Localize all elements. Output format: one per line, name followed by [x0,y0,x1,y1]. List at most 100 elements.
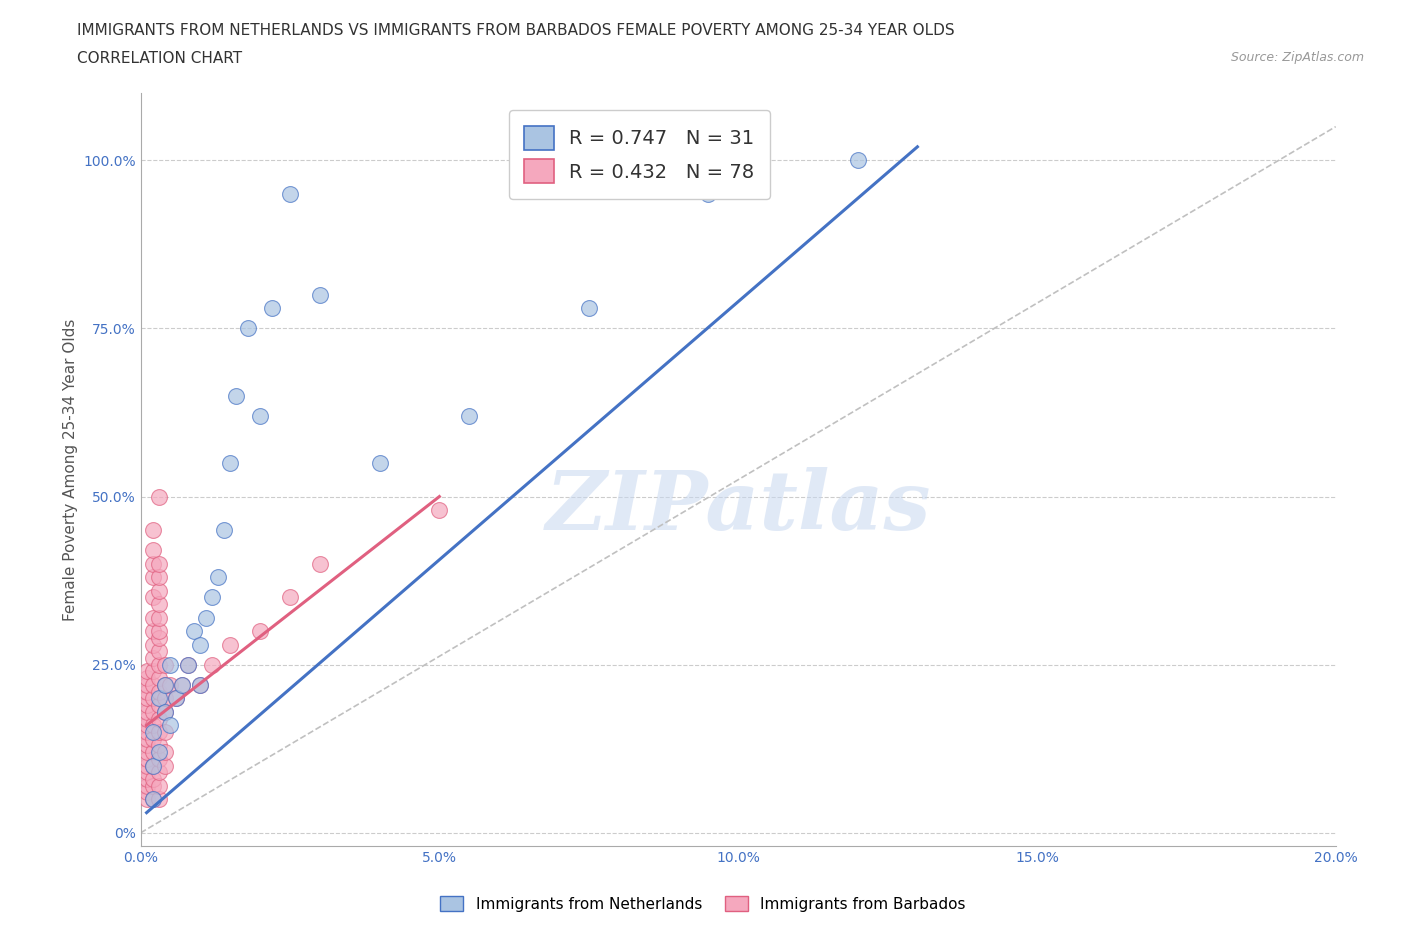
Point [135,738,157,753]
Point [153,758,176,773]
Text: Source: ZipAtlas.com: Source: ZipAtlas.com [1230,51,1364,64]
Point [153,658,176,672]
Point [135,791,157,806]
Point [172,677,194,692]
Point [135,731,157,746]
Point [141,543,163,558]
Point [159,677,181,692]
Point [262,300,284,315]
Point [166,691,188,706]
Point [148,658,170,672]
Point [141,745,163,760]
Point [201,590,224,604]
Text: IMMIGRANTS FROM NETHERLANDS VS IMMIGRANTS FROM BARBADOS FEMALE POVERTY AMONG 25-: IMMIGRANTS FROM NETHERLANDS VS IMMIGRANT… [77,23,955,38]
Point [249,624,271,639]
Point [148,631,170,645]
Point [141,718,163,733]
Point [846,153,869,167]
Point [141,704,163,719]
Point [309,287,332,302]
Point [141,664,163,679]
Point [207,570,229,585]
Point [249,408,271,423]
Point [135,718,157,733]
Point [135,778,157,793]
Point [141,778,163,793]
Point [148,751,170,766]
Point [135,758,157,773]
Point [148,791,170,806]
Point [141,556,163,571]
Point [141,724,163,739]
Point [195,610,218,625]
Point [427,502,450,517]
Point [148,556,170,571]
Point [153,691,176,706]
Point [219,456,242,471]
Point [141,731,163,746]
Point [135,745,157,760]
Point [188,677,212,692]
Point [135,764,157,779]
Point [153,704,176,719]
Point [166,691,188,706]
Point [141,570,163,585]
Point [278,590,301,604]
Point [148,624,170,639]
Point [148,597,170,612]
Point [458,408,481,423]
Point [141,791,163,806]
Point [148,738,170,753]
Point [135,684,157,699]
Point [141,590,163,604]
Point [153,745,176,760]
Point [148,684,170,699]
Point [135,772,157,787]
Point [141,772,163,787]
Point [135,751,157,766]
Point [141,651,163,666]
Point [141,758,163,773]
Point [148,745,170,760]
Point [135,671,157,685]
Point [148,691,170,706]
Point [236,321,259,336]
Point [219,637,242,652]
Point [141,691,163,706]
Point [148,671,170,685]
Point [697,186,720,201]
Point [148,583,170,598]
Point [148,724,170,739]
Text: CORRELATION CHART: CORRELATION CHART [77,51,242,66]
Point [141,758,163,773]
Point [135,704,157,719]
Point [148,610,170,625]
Point [141,677,163,692]
Point [159,658,181,672]
Point [135,711,157,726]
Point [148,644,170,658]
Point [148,778,170,793]
Text: ZIPatlas: ZIPatlas [546,467,931,548]
Point [177,658,200,672]
Point [148,711,170,726]
Legend: R = 0.747   N = 31, R = 0.432   N = 78: R = 0.747 N = 31, R = 0.432 N = 78 [509,111,770,198]
Point [201,658,224,672]
Point [135,698,157,712]
Point [225,388,247,403]
Point [141,523,163,538]
Point [148,489,170,504]
Point [177,658,200,672]
Point [141,610,163,625]
Point [148,570,170,585]
Point [183,624,205,639]
Point [153,677,176,692]
Point [188,677,212,692]
Point [135,785,157,800]
Point [153,677,176,692]
Point [309,556,332,571]
Point [148,764,170,779]
Y-axis label: Female Poverty Among 25-34 Year Olds: Female Poverty Among 25-34 Year Olds [62,318,77,621]
Point [141,637,163,652]
Point [148,698,170,712]
